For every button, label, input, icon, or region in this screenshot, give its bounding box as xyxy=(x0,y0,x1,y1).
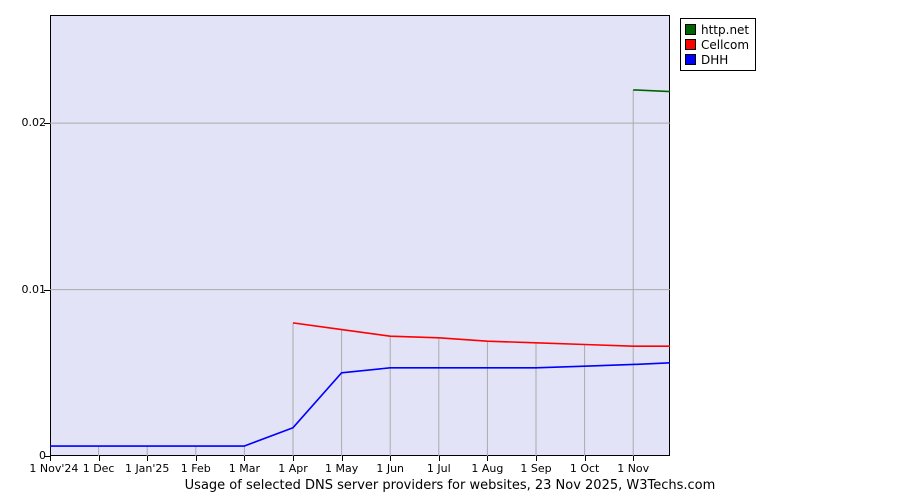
x-tick-mark xyxy=(536,456,537,461)
series-line-cellcom xyxy=(292,322,670,347)
x-tick-label: 1 Apr xyxy=(278,462,308,475)
x-tick-label: 1 Jun xyxy=(376,462,405,475)
x-tick-label: 1 Dec xyxy=(82,462,115,475)
x-tick-label: 1 Mar xyxy=(228,462,261,475)
series-line-dhh xyxy=(50,362,670,447)
y-tick-label: 0 xyxy=(39,449,46,462)
x-tick-mark xyxy=(195,456,197,461)
x-tick-label: 1 Aug xyxy=(471,462,504,475)
legend-swatch-http-net xyxy=(685,24,696,35)
x-tick-mark xyxy=(633,456,635,461)
legend-label-http-net: http.net xyxy=(701,22,750,37)
legend-label-dhh: DHH xyxy=(701,52,729,67)
y-tick-label: 0.02 xyxy=(21,116,47,130)
y-tick-mark xyxy=(44,123,50,125)
x-tick-mark xyxy=(487,456,489,461)
x-tick-label: 1 Nov xyxy=(617,462,650,475)
x-tick-label: 1 Sep xyxy=(520,462,552,475)
y-axis: 0 0.01 0.02 xyxy=(0,0,50,500)
x-tick-label: 1 May xyxy=(324,462,359,475)
legend-item-http-net[interactable]: http.net xyxy=(685,22,749,37)
x-tick-mark xyxy=(244,456,246,461)
y-tick-mark xyxy=(44,289,50,291)
x-tick-mark xyxy=(584,456,586,461)
x-tick-mark xyxy=(50,456,51,461)
x-tick-label: 1 Feb xyxy=(180,462,211,475)
x-tick-mark xyxy=(341,456,343,461)
legend-item-dhh[interactable]: DHH xyxy=(685,52,749,67)
x-tick-mark xyxy=(390,456,392,461)
legend-label-cellcom: Cellcom xyxy=(701,37,750,52)
x-tick-mark xyxy=(98,456,100,461)
x-tick-mark xyxy=(293,456,294,461)
y-tick-label: 0.01 xyxy=(21,282,47,296)
x-tick-mark xyxy=(438,456,440,461)
series-line-http-net xyxy=(633,89,670,93)
x-tick-label: 1 Jan'25 xyxy=(124,462,170,475)
chart-caption: Usage of selected DNS server providers f… xyxy=(184,478,716,493)
legend: http.net Cellcom DHH xyxy=(680,18,757,71)
legend-item-cellcom[interactable]: Cellcom xyxy=(685,37,749,52)
legend-swatch-dhh xyxy=(685,54,696,65)
legend-swatch-cellcom xyxy=(685,39,696,50)
x-tick-mark xyxy=(147,456,149,461)
plot-area-background xyxy=(50,15,670,456)
y-tick-mark xyxy=(44,456,50,457)
plot-area xyxy=(50,89,670,456)
x-tick-label: 1 Nov'24 xyxy=(29,462,79,475)
x-tick-label: 1 Oct xyxy=(569,462,600,475)
x-tick-label: 1 Jul xyxy=(426,462,451,475)
